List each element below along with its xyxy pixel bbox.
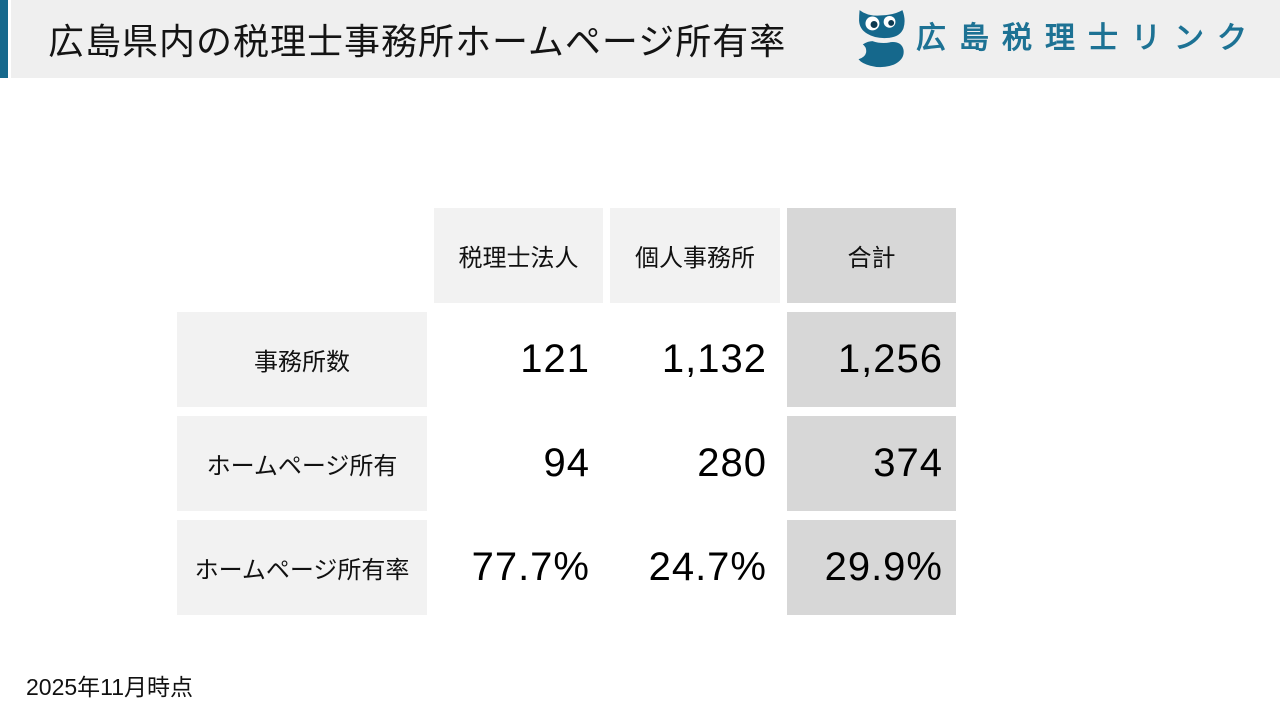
- cell-office-count-total: 1,256: [787, 312, 956, 407]
- cell-homepage-owned-kojin: 280: [697, 441, 767, 485]
- row-label-office-count: 事務所数: [177, 312, 427, 407]
- cell-homepage-owned-total: 374: [787, 416, 956, 511]
- col-header-kojin: 個人事務所: [610, 208, 780, 303]
- row-label-homepage-owned: ホームページ所有: [177, 416, 427, 511]
- stats-table: 税理士法人 個人事務所 合計 事務所数 121 1,132 1,256 ホームペ…: [177, 208, 956, 615]
- col-header-goukei: 合計: [787, 208, 956, 303]
- corner-cell: [177, 208, 427, 303]
- date-note: 2025年11月時点: [26, 674, 194, 700]
- logo-text: 広島税理士リンク: [916, 22, 1260, 55]
- row-label-ownership-rate: ホームページ所有率: [177, 520, 427, 615]
- cell-ownership-rate-kojin: 24.7%: [648, 545, 767, 589]
- cell-ownership-rate-houjin: 77.7%: [471, 545, 590, 589]
- owl-icon: [854, 9, 908, 70]
- accent-bar: [0, 0, 11, 78]
- page-title: 広島県内の税理士事務所ホームページ所有率: [48, 21, 787, 62]
- header-bar: 広島県内の税理士事務所ホームページ所有率 広島税理士リンク: [0, 0, 1280, 78]
- cell-ownership-rate-total: 29.9%: [787, 520, 956, 615]
- cell-homepage-owned-houjin: 94: [543, 441, 590, 485]
- logo: 広島税理士リンク: [854, 8, 1260, 70]
- cell-office-count-kojin: 1,132: [661, 337, 767, 381]
- col-header-houjin: 税理士法人: [434, 208, 603, 303]
- cell-office-count-houjin: 121: [520, 337, 590, 381]
